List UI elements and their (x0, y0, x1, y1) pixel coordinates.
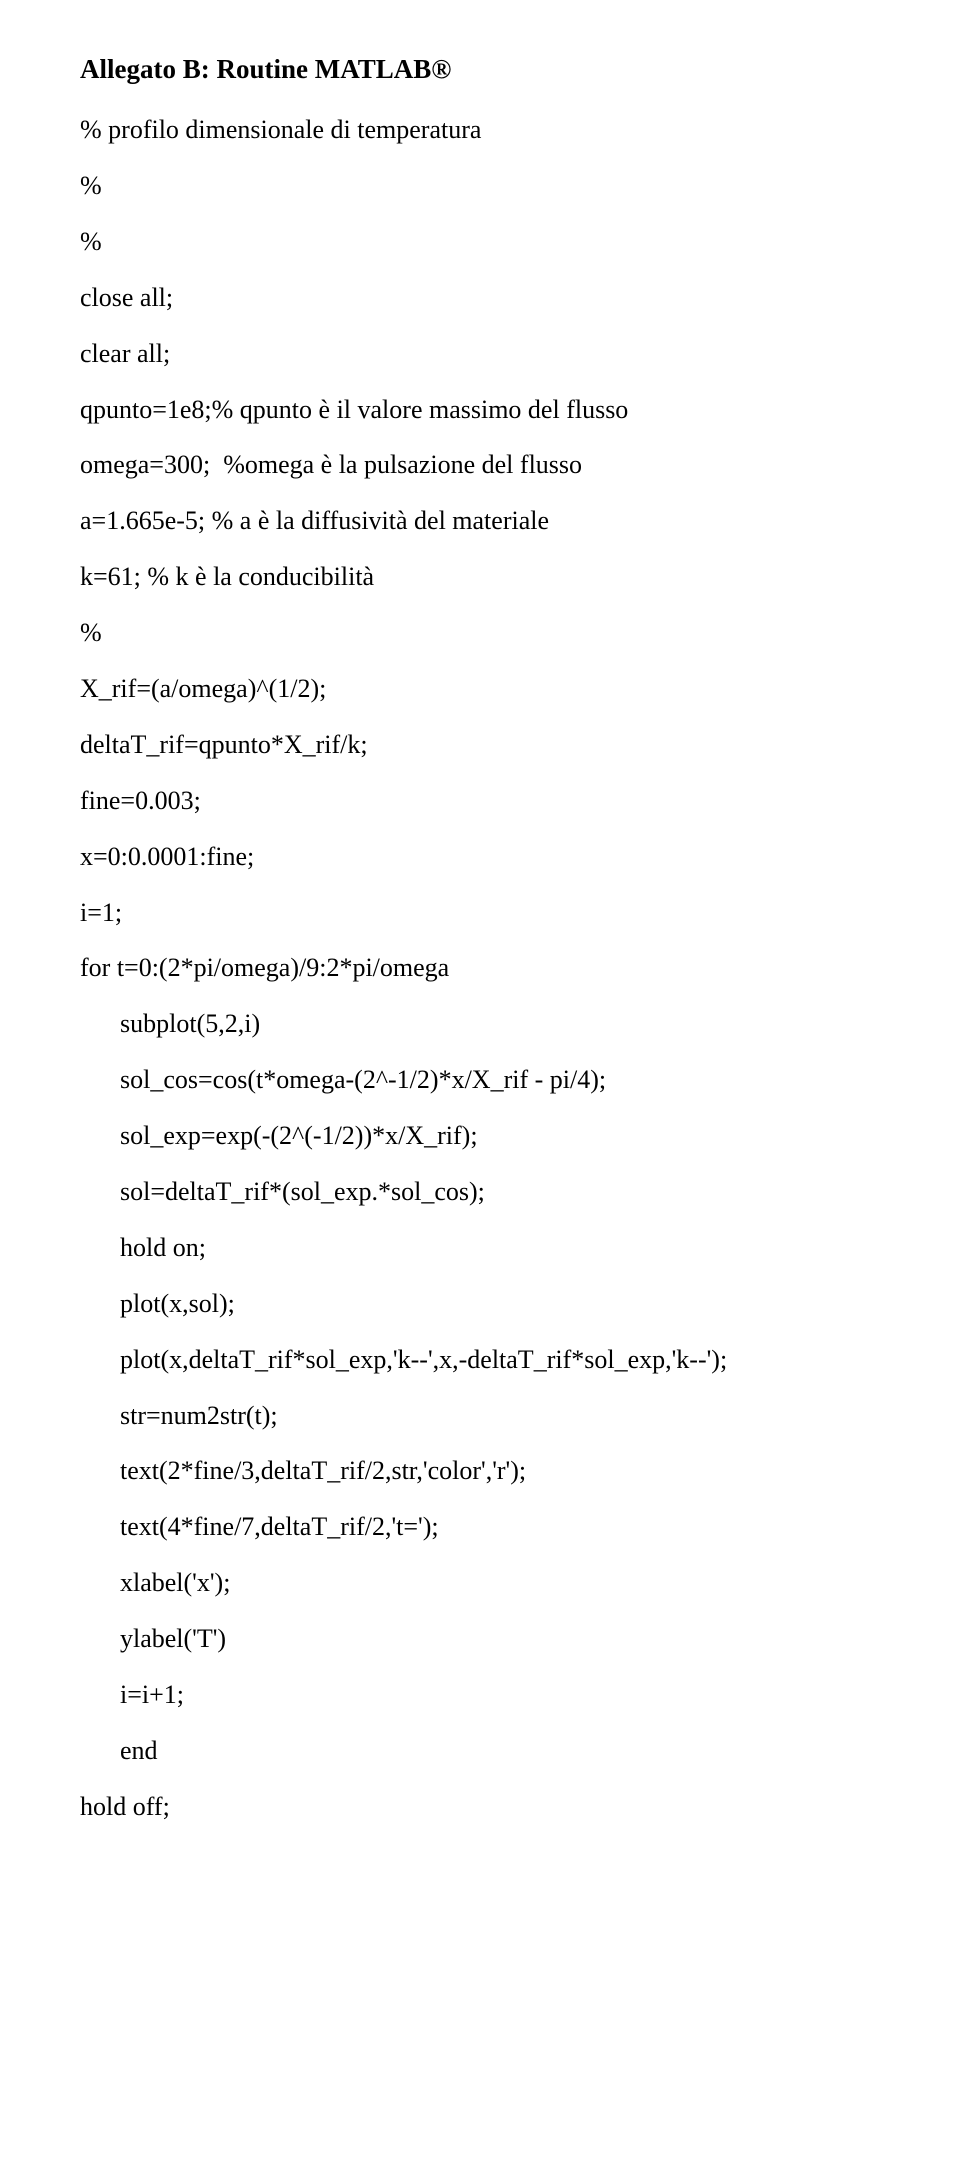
code-line: ylabel('T') (80, 1611, 900, 1667)
code-line: x=0:0.0001:fine; (80, 829, 900, 885)
code-line: % (80, 605, 900, 661)
code-line: text(4*fine/7,deltaT_rif/2,'t='); (80, 1499, 900, 1555)
code-line: i=1; (80, 885, 900, 941)
code-line: sol_exp=exp(-(2^(-1/2))*x/X_rif); (80, 1108, 900, 1164)
code-line: subplot(5,2,i) (80, 996, 900, 1052)
code-line: % profilo dimensionale di temperatura (80, 102, 900, 158)
code-line: omega=300; %omega è la pulsazione del fl… (80, 437, 900, 493)
code-line: end (80, 1723, 900, 1779)
document-title: Allegato B: Routine MATLAB® (80, 40, 900, 98)
code-line: % (80, 158, 900, 214)
code-line: hold on; (80, 1220, 900, 1276)
code-body: % profilo dimensionale di temperatura%%c… (80, 102, 900, 1835)
code-line: fine=0.003; (80, 773, 900, 829)
code-line: a=1.665e-5; % a è la diffusività del mat… (80, 493, 900, 549)
code-line: for t=0:(2*pi/omega)/9:2*pi/omega (80, 940, 900, 996)
code-line: i=i+1; (80, 1667, 900, 1723)
code-line: % (80, 214, 900, 270)
code-line: plot(x,deltaT_rif*sol_exp,'k--',x,-delta… (80, 1332, 900, 1388)
code-line: xlabel('x'); (80, 1555, 900, 1611)
code-line: plot(x,sol); (80, 1276, 900, 1332)
code-line: hold off; (80, 1779, 900, 1835)
code-line: str=num2str(t); (80, 1388, 900, 1444)
code-line: deltaT_rif=qpunto*X_rif/k; (80, 717, 900, 773)
code-line: sol_cos=cos(t*omega-(2^-1/2)*x/X_rif - p… (80, 1052, 900, 1108)
code-line: text(2*fine/3,deltaT_rif/2,str,'color','… (80, 1443, 900, 1499)
code-line: clear all; (80, 326, 900, 382)
code-line: qpunto=1e8;% qpunto è il valore massimo … (80, 382, 900, 438)
code-line: close all; (80, 270, 900, 326)
code-line: k=61; % k è la conducibilità (80, 549, 900, 605)
code-line: X_rif=(a/omega)^(1/2); (80, 661, 900, 717)
code-line: sol=deltaT_rif*(sol_exp.*sol_cos); (80, 1164, 900, 1220)
